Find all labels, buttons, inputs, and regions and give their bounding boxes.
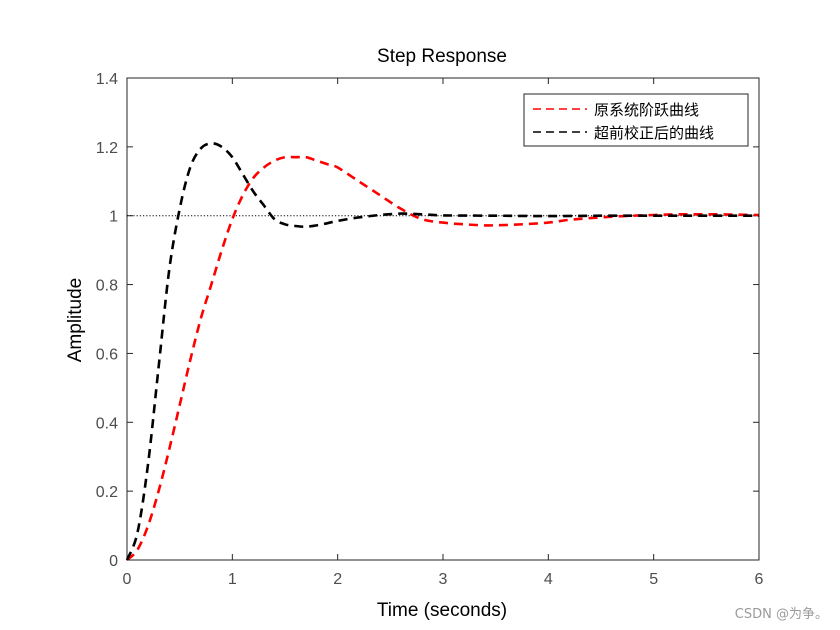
legend-label-1: 原系统阶跃曲线 bbox=[594, 101, 699, 119]
legend-label-2: 超前校正后的曲线 bbox=[594, 124, 714, 142]
chart-title: Step Response bbox=[377, 46, 507, 67]
y-tick-label: 0.6 bbox=[96, 346, 118, 363]
x-tick-label: 2 bbox=[333, 571, 342, 588]
y-tick-label: 0.2 bbox=[96, 484, 118, 501]
x-tick-label: 3 bbox=[439, 571, 448, 588]
x-tick-label: 6 bbox=[755, 571, 764, 588]
x-tick-label: 5 bbox=[649, 571, 658, 588]
x-tick-label: 1 bbox=[228, 571, 237, 588]
x-tick-label: 4 bbox=[544, 571, 553, 588]
plot-area: 0 1 2 3 4 5 6 0 0.2 0.4 0.6 0.8 1 1.2 1.4 bbox=[96, 71, 764, 588]
axes-box bbox=[126, 77, 760, 561]
y-tick-label: 1 bbox=[109, 209, 118, 226]
series-line-1 bbox=[126, 155, 760, 561]
y-tick-label: 1.2 bbox=[96, 140, 118, 157]
series-line-2 bbox=[125, 142, 759, 561]
y-tick-label: 1.4 bbox=[96, 71, 118, 88]
x-axis-label: Time (seconds) bbox=[377, 600, 507, 621]
y-tick-label: 0.4 bbox=[96, 415, 118, 432]
y-tick-label: 0.8 bbox=[96, 278, 118, 295]
legend-box bbox=[523, 93, 749, 147]
x-tick-label: 0 bbox=[123, 571, 132, 588]
y-axis-label: Amplitude bbox=[65, 278, 86, 363]
watermark: CSDN @为争。 bbox=[734, 607, 828, 622]
y-tick-label: 0 bbox=[109, 553, 118, 570]
